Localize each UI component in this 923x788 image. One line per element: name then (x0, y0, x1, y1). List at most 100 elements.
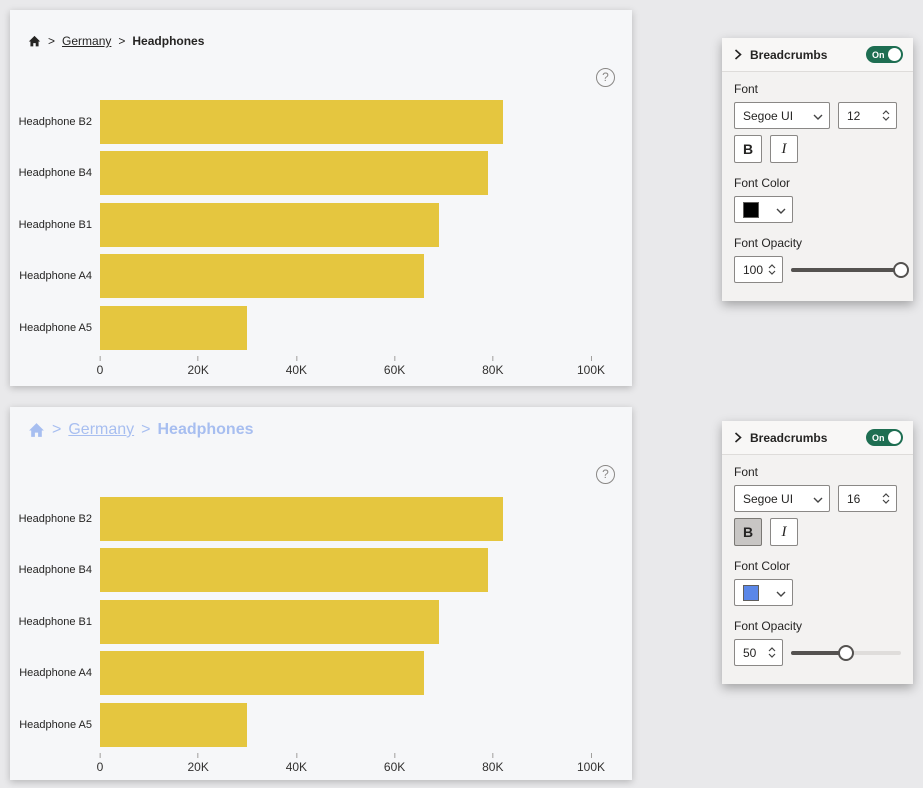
toggle-knob (888, 48, 901, 61)
tick-label: 20K (187, 760, 209, 774)
category-label: Headphone B2 (18, 512, 92, 525)
breadcrumb-item-germany[interactable]: Germany (62, 34, 112, 48)
bar[interactable] (100, 99, 503, 144)
font-size-input[interactable]: 12 (838, 102, 897, 129)
category-label: Headphone B1 (18, 615, 92, 628)
tick-label: 60K (383, 760, 406, 774)
axis-tick: 60K (384, 753, 405, 774)
chevron-right-icon[interactable] (734, 49, 742, 60)
tick-label: 80K (482, 363, 504, 377)
category-label: Headphone A4 (19, 270, 92, 283)
tick-label: 40K (285, 760, 308, 774)
tick-mark (295, 356, 297, 361)
category-label: Headphone B2 (18, 115, 92, 128)
spinner-down-icon (882, 116, 890, 121)
panel-body: Font Segoe UI 16 B I Font Color (722, 455, 913, 684)
color-swatch (743, 584, 759, 601)
chevron-down-icon (813, 109, 823, 123)
breadcrumb-separator: > (52, 421, 62, 438)
font-opacity-input[interactable]: 100 (734, 256, 783, 283)
spinner-up-icon (882, 493, 890, 498)
chart-row: Headphone A5 (10, 302, 630, 354)
bold-button[interactable]: B (734, 518, 762, 546)
font-opacity-label: Font Opacity (734, 236, 803, 250)
home-icon[interactable] (28, 35, 41, 48)
help-icon[interactable]: ? (596, 68, 615, 87)
font-family-dropdown[interactable]: Segoe UI (734, 485, 830, 512)
spinner-up-icon (768, 647, 776, 652)
bar[interactable] (100, 151, 488, 196)
x-axis: 0 20K 40K 60K 80K 100K (96, 356, 620, 384)
tick-label: 40K (285, 363, 308, 377)
category-label: Headphone A4 (19, 667, 92, 680)
chart-row: Headphone A5 (10, 699, 630, 751)
font-color-dropdown[interactable] (734, 579, 793, 606)
chevron-right-icon[interactable] (734, 432, 742, 443)
slider-thumb[interactable] (893, 261, 909, 278)
opacity-slider[interactable] (791, 261, 909, 278)
bar[interactable] (100, 702, 248, 747)
font-size-input[interactable]: 16 (838, 485, 897, 512)
number-spinner[interactable] (768, 647, 776, 658)
font-color-label: Font Color (734, 559, 791, 573)
breadcrumb: > Germany > Headphones (28, 421, 254, 439)
panel-body: Font Segoe UI 12 B I Font Color (722, 72, 913, 301)
axis-tick: 100K (577, 356, 605, 377)
tick-mark (590, 356, 592, 361)
chart-row: Headphone B2 (10, 493, 630, 545)
bar[interactable] (100, 254, 425, 299)
color-swatch (743, 201, 759, 218)
bar-zone (100, 599, 630, 644)
help-icon[interactable]: ? (596, 465, 615, 484)
category-label: Headphone B4 (18, 167, 92, 180)
tick-mark (295, 753, 297, 758)
bar[interactable] (100, 496, 503, 541)
breadcrumb-item-germany[interactable]: Germany (68, 421, 135, 438)
panel-title: Breadcrumbs (750, 430, 828, 445)
tick-mark (492, 356, 494, 361)
font-family-value: Segoe UI (743, 491, 794, 506)
tick-mark (394, 356, 396, 361)
bar[interactable] (100, 548, 488, 593)
breadcrumb-separator: > (118, 34, 126, 48)
chart-row: Headphone B1 (10, 199, 630, 251)
tick-label: 100K (576, 363, 606, 377)
bar[interactable] (100, 599, 439, 644)
italic-button[interactable]: I (770, 518, 798, 546)
bar[interactable] (100, 651, 425, 696)
bold-button[interactable]: B (734, 135, 762, 163)
breadcrumbs-toggle[interactable]: On (866, 46, 903, 63)
font-size-value: 16 (847, 491, 861, 506)
chart-row: Headphone A4 (10, 648, 630, 700)
spinner-up-icon (768, 264, 776, 269)
bar[interactable] (100, 305, 248, 350)
number-spinner[interactable] (768, 264, 776, 275)
number-spinner[interactable] (882, 493, 890, 504)
toggle-knob (888, 431, 901, 444)
italic-button[interactable]: I (770, 135, 798, 163)
bar-zone (100, 651, 630, 696)
spinner-down-icon (768, 653, 776, 658)
tick-label: 0 (96, 363, 104, 377)
font-opacity-value: 50 (743, 645, 757, 660)
breadcrumbs-toggle[interactable]: On (866, 429, 903, 446)
home-icon[interactable] (28, 422, 45, 439)
panel-header: Breadcrumbs On (722, 421, 913, 455)
chart-row: Headphone B4 (10, 545, 630, 597)
bar[interactable] (100, 202, 439, 247)
bar-zone (100, 496, 630, 541)
number-spinner[interactable] (882, 110, 890, 121)
slider-thumb[interactable] (838, 644, 854, 661)
chevron-down-icon (776, 203, 786, 217)
font-color-dropdown[interactable] (734, 196, 793, 223)
breadcrumb-separator: > (48, 34, 56, 48)
chart-row: Headphone B4 (10, 148, 630, 200)
font-family-dropdown[interactable]: Segoe UI (734, 102, 830, 129)
opacity-slider[interactable] (791, 644, 901, 661)
font-opacity-input[interactable]: 50 (734, 639, 783, 666)
category-label: Headphone A5 (19, 718, 92, 731)
font-color-label: Font Color (734, 176, 791, 190)
axis-tick: 80K (482, 356, 503, 377)
breadcrumb-item-headphones: Headphones (157, 421, 254, 438)
